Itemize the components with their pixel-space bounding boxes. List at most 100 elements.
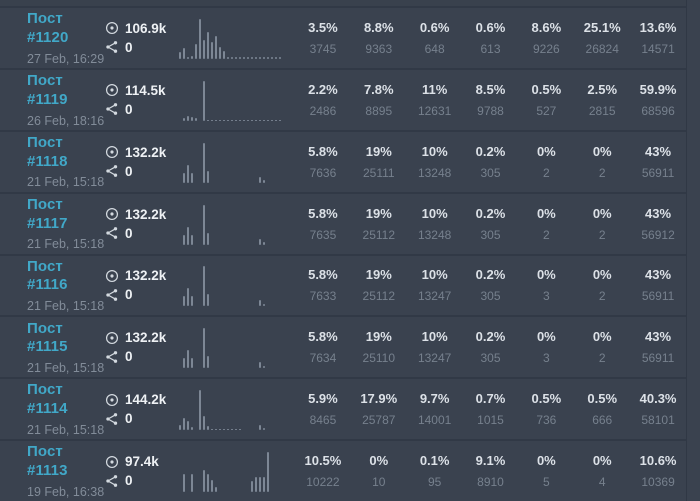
- stat-percent: 0%: [592, 143, 612, 159]
- spark-bar: [271, 56, 273, 59]
- sparkline-cell: [179, 317, 295, 377]
- stat-percent: 19%: [365, 267, 392, 283]
- stat-column-2: 19% 25110: [351, 329, 407, 365]
- sparkline-cell: [179, 8, 295, 68]
- post-link[interactable]: Пост #1119: [27, 72, 68, 108]
- eye-icon: [105, 83, 119, 97]
- spark-bar: [191, 55, 193, 59]
- post-link[interactable]: Пост #1113: [27, 443, 68, 480]
- spark-bar: [191, 234, 193, 245]
- stat-value: 25112: [362, 227, 396, 242]
- stat-percent: 3.5%: [308, 19, 338, 35]
- stat-value: 1015: [477, 413, 504, 428]
- spark-bar: [199, 390, 201, 431]
- stat-column-3: 10% 13247: [407, 329, 463, 365]
- spark-bar: [203, 204, 205, 245]
- views-value: 97.4k: [125, 454, 159, 470]
- post-date: 26 Feb, 18:16: [27, 113, 105, 128]
- share-icon: [105, 102, 119, 116]
- stat-column-4: 0.2% 305: [463, 329, 519, 365]
- stat-value: 8910: [477, 475, 504, 490]
- spark-bar: [207, 474, 209, 492]
- table-row: Пост #1115 21 Feb, 15:18 132.2k: [0, 317, 686, 380]
- stat-value: 305: [480, 351, 501, 366]
- stat-column-6: 25.1% 26824: [574, 20, 630, 56]
- stat-column-5: 0% 2: [518, 144, 574, 180]
- spark-bar: [187, 226, 189, 245]
- spark-bar: [191, 474, 193, 492]
- stat-value: 2: [543, 165, 550, 180]
- post-link[interactable]: Пост #1118: [27, 133, 68, 170]
- shares-metric: 0: [105, 226, 179, 241]
- spark-bar: [187, 350, 189, 369]
- views-sparkline: [179, 452, 289, 492]
- stat-percent: 0%: [536, 329, 556, 345]
- stat-percent: 5.9%: [308, 391, 338, 407]
- stat-percent: 10.6%: [639, 453, 677, 469]
- share-icon: [105, 226, 119, 240]
- stat-percent: 2.2%: [308, 81, 338, 97]
- stat-percent: 0%: [369, 453, 389, 469]
- stat-value: 56911: [641, 351, 675, 366]
- stat-value: 3745: [309, 41, 337, 56]
- table-row: Пост #1120 27 Feb, 16:29 106.9k: [0, 8, 686, 70]
- stat-value: 58101: [641, 413, 675, 428]
- post-link[interactable]: Пост #1115: [27, 319, 68, 356]
- post-date: 27 Feb, 16:29: [27, 51, 105, 66]
- views-value: 144.2k: [125, 392, 167, 408]
- stat-column-3: 0.1% 95: [407, 453, 463, 489]
- post-date: 21 Feb, 15:18: [27, 361, 105, 376]
- stat-column-3: 10% 13248: [407, 206, 463, 242]
- stat-column-1: 5.8% 7634: [295, 329, 351, 365]
- stat-percent: 0.7%: [475, 391, 506, 407]
- spark-bar: [259, 362, 261, 369]
- spark-bar: [203, 142, 205, 183]
- spark-bar: [191, 426, 193, 431]
- post-title-cell: Пост #1117 21 Feb, 15:18: [27, 196, 105, 252]
- spark-bar: [239, 428, 241, 431]
- post-link[interactable]: Пост #1114: [27, 381, 68, 418]
- post-link[interactable]: Пост #1117: [27, 195, 68, 232]
- stat-value: 666: [592, 413, 613, 428]
- stat-value: 10222: [306, 475, 340, 490]
- table-row: Пост #1119 26 Feb, 18:16 114.5k: [0, 70, 686, 132]
- stat-value: 13247: [417, 289, 452, 304]
- stat-column-5: 0% 3: [518, 267, 574, 303]
- stat-percent: 43%: [645, 205, 672, 221]
- stat-percent: 2.5%: [587, 81, 618, 97]
- spark-bar: [279, 119, 281, 121]
- stat-column-6: 2.5% 2815: [574, 82, 630, 118]
- views-sparkline: [179, 18, 289, 59]
- post-link[interactable]: Пост #1116: [27, 257, 68, 294]
- stat-column-6: 0% 2: [574, 267, 630, 303]
- stat-value: 25112: [362, 289, 396, 304]
- stat-value: 12631: [417, 103, 452, 118]
- table-row: Пост #1113 19 Feb, 16:38 97.4k: [0, 441, 686, 501]
- spark-bar: [263, 427, 265, 431]
- stat-column-6: 0.5% 666: [574, 391, 630, 427]
- spark-bar: [259, 300, 261, 307]
- spark-bar: [207, 426, 209, 431]
- spark-bar: [243, 56, 245, 59]
- stat-percent: 11%: [421, 81, 448, 97]
- spark-bar: [247, 56, 249, 59]
- spark-bar: [247, 119, 249, 121]
- sparkline-cell: [179, 256, 295, 316]
- post-date: 19 Feb, 16:38: [27, 484, 105, 499]
- previous-row-edge: [0, 0, 686, 8]
- stat-value: 5: [543, 475, 550, 490]
- views-value: 106.9k: [125, 20, 167, 36]
- post-link[interactable]: Пост #1120: [27, 10, 69, 46]
- stat-column-2: 19% 25112: [351, 267, 407, 303]
- spark-bar: [235, 56, 237, 59]
- table-row: Пост #1117 21 Feb, 15:18 132.2k: [0, 194, 686, 256]
- stat-column-1: 10.5% 10222: [295, 453, 351, 489]
- shares-metric: 0: [105, 102, 179, 117]
- shares-value: 0: [125, 39, 133, 55]
- stat-value: 2: [598, 227, 606, 242]
- stat-column-2: 19% 25111: [351, 144, 407, 180]
- spark-bar: [203, 39, 205, 59]
- stat-value: 10: [372, 475, 386, 490]
- stat-column-4: 0.6% 613: [463, 20, 519, 56]
- spark-bar: [263, 242, 265, 245]
